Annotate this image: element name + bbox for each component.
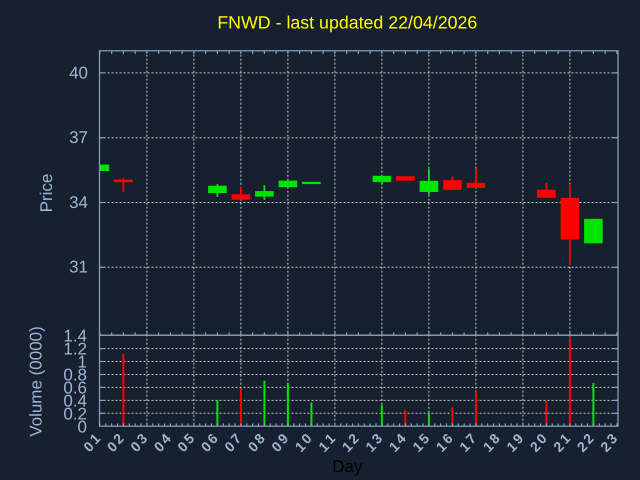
svg-text:Day: Day xyxy=(332,457,363,476)
svg-text:FNWD - last updated 22/04/2026: FNWD - last updated 22/04/2026 xyxy=(217,12,477,32)
svg-text:0: 0 xyxy=(78,417,87,436)
svg-text:1.4: 1.4 xyxy=(63,327,87,346)
svg-text:31: 31 xyxy=(69,258,88,277)
svg-text:37: 37 xyxy=(69,128,88,147)
svg-text:0.2: 0.2 xyxy=(63,404,87,423)
svg-text:Price: Price xyxy=(37,174,56,213)
svg-text:1.2: 1.2 xyxy=(63,340,87,359)
svg-text:1: 1 xyxy=(78,353,87,372)
svg-text:0.8: 0.8 xyxy=(63,366,87,385)
svg-text:40: 40 xyxy=(69,63,88,82)
svg-text:34: 34 xyxy=(69,193,88,212)
svg-text:0.6: 0.6 xyxy=(63,378,87,397)
svg-text:0.4: 0.4 xyxy=(63,391,87,410)
svg-text:Volume (0000): Volume (0000) xyxy=(27,326,46,437)
